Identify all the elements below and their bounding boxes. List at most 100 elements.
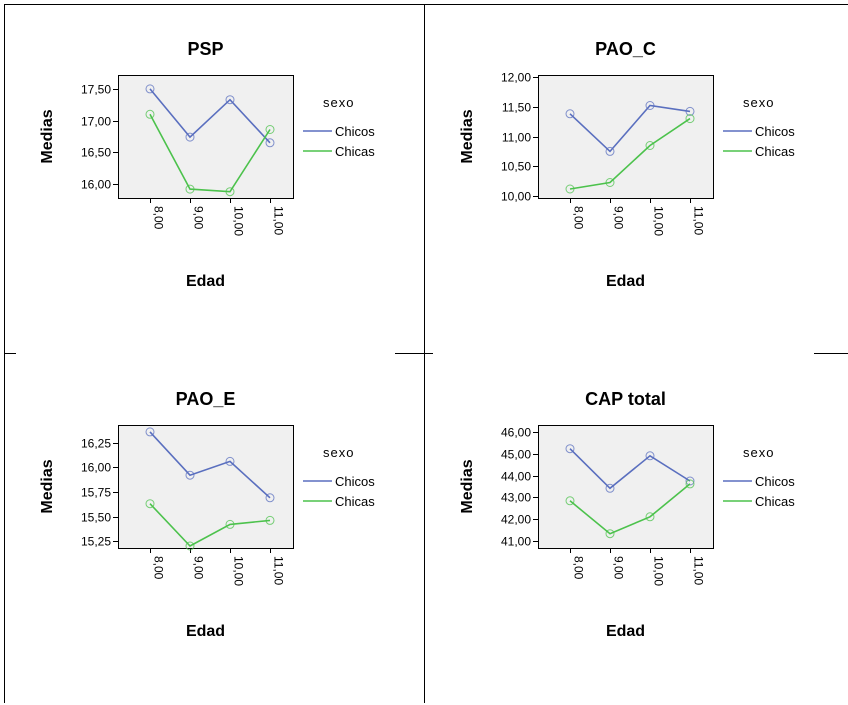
y-tick-label: 16,00: [81, 461, 111, 475]
plot-area: [118, 425, 294, 549]
legend-title: sexo: [743, 95, 774, 110]
data-point: [645, 512, 655, 522]
y-tick-label: 15,75: [81, 486, 111, 500]
x-axis-label: Edad: [606, 623, 645, 640]
data-point: [265, 138, 275, 148]
data-point: [185, 132, 195, 142]
x-axis-label: Edad: [186, 623, 225, 640]
series-line-chicos: [149, 431, 271, 499]
x-tick-label: 11,00: [692, 556, 706, 585]
data-point: [605, 529, 615, 539]
legend-entry: Chicos: [755, 474, 795, 489]
y-axis-label: Medias: [459, 109, 476, 163]
data-point: [565, 184, 575, 194]
legend-entry: Chicas: [335, 144, 375, 159]
y-tick-label: 17,00: [81, 115, 111, 129]
x-tick-label: 11,00: [692, 206, 706, 235]
x-tick-label: 9,00: [612, 206, 626, 230]
data-point: [645, 141, 655, 150]
y-tick-label: 46,00: [501, 426, 531, 440]
x-tick-label: 9,00: [192, 206, 206, 230]
legend-entry: Chicas: [755, 494, 795, 509]
series-line-chicas: [569, 483, 691, 535]
y-tick-label: 15,50: [81, 511, 111, 525]
x-tick-label: 11,00: [272, 556, 286, 585]
data-point: [225, 187, 235, 197]
x-tick-label: 11,00: [272, 206, 286, 235]
chart-panel-psp: PSP 16,00 16,50 17,00 17,50 8,00 9,00 10,00 11,0…: [0, 0, 420, 350]
x-tick-label: 10,00: [652, 556, 666, 586]
legend-title: sexo: [323, 95, 354, 110]
x-tick-label: 9,00: [612, 556, 626, 580]
x-tick-label: 8,00: [572, 556, 586, 580]
y-tick-label: 45,00: [501, 448, 531, 462]
chart-title: CAP total: [585, 389, 666, 409]
chart-title: PSP: [187, 39, 223, 59]
data-point: [145, 499, 155, 509]
y-tick-label: 17,50: [81, 83, 111, 97]
y-tick-label: 10,00: [501, 190, 531, 204]
x-tick-label: 8,00: [152, 556, 166, 580]
data-point: [225, 519, 235, 529]
chart-cap-total: CAP total 41,00 42,00 43,00 44,00 45,00 46,00 8…: [459, 389, 795, 640]
x-axis-label: Edad: [186, 273, 225, 290]
series-line-chicas: [569, 117, 691, 190]
data-point: [605, 178, 615, 187]
series-line-chicos: [569, 448, 691, 490]
chart-panel-pao-c: PAO_C 10,00 10,50 11,00 11,50 12,00 8,00 9,00 10…: [420, 0, 840, 350]
y-tick-label: 11,50: [502, 101, 531, 115]
chart-panel-pao-e: PAO_E 15,25 15,50 15,75 16,00 16,25 8,00 9,00 10…: [0, 350, 420, 700]
y-axis-label: Medias: [39, 109, 56, 163]
y-tick-label: 16,25: [81, 437, 111, 451]
data-point: [145, 427, 155, 437]
data-point: [565, 444, 575, 454]
y-tick-label: 12,00: [501, 71, 531, 85]
data-point: [145, 84, 155, 94]
data-point: [645, 101, 655, 110]
chart-pao-c: PAO_C 10,00 10,50 11,00 11,50 12,00 8,00 9,00 10…: [459, 39, 795, 290]
data-point: [605, 483, 615, 493]
data-point: [265, 493, 275, 503]
data-point: [565, 496, 575, 506]
data-point: [685, 476, 695, 486]
plot-area: [538, 425, 714, 549]
y-tick-label: 16,50: [81, 146, 111, 160]
y-tick-label: 44,00: [501, 470, 531, 484]
legend-entry: Chicas: [755, 144, 795, 159]
series-line-chicas: [149, 503, 271, 547]
data-point: [685, 114, 695, 124]
chart-panel-cap-total: CAP total 41,00 42,00 43,00 44,00 45,00 46,00 8…: [420, 350, 840, 700]
plot-area: [118, 75, 294, 199]
data-point: [605, 146, 615, 156]
x-tick-label: 10,00: [652, 206, 666, 236]
legend-title: sexo: [323, 445, 354, 460]
series-line-chicas: [149, 113, 271, 193]
x-tick-label: 8,00: [152, 206, 166, 230]
y-tick-label: 16,00: [81, 178, 111, 192]
chart-psp: PSP 16,00 16,50 17,00 17,50 8,00 9,00 10,00 11,0…: [39, 39, 375, 290]
legend-entry: Chicos: [755, 124, 795, 139]
x-tick-label: 10,00: [232, 556, 246, 586]
legend-entry: Chicos: [335, 124, 375, 139]
legend-entry: Chicas: [335, 494, 375, 509]
data-point: [685, 106, 695, 116]
y-axis-label: Medias: [39, 459, 56, 513]
data-point: [145, 109, 155, 119]
series-line-chicos: [149, 88, 271, 144]
y-tick-label: 11,00: [502, 131, 531, 145]
legend-entry: Chicos: [335, 474, 375, 489]
y-tick-label: 41,00: [501, 535, 531, 549]
data-point: [185, 541, 195, 551]
data-point: [185, 470, 195, 480]
data-point: [565, 109, 575, 119]
data-point: [185, 184, 195, 194]
plot-area: [538, 75, 714, 199]
y-axis-label: Medias: [459, 459, 476, 513]
legend-title: sexo: [743, 445, 774, 460]
data-point: [225, 95, 235, 105]
y-tick-label: 43,00: [501, 491, 531, 505]
x-tick-label: 8,00: [572, 206, 586, 230]
y-tick-label: 10,50: [501, 160, 531, 174]
y-tick-label: 42,00: [501, 513, 531, 527]
